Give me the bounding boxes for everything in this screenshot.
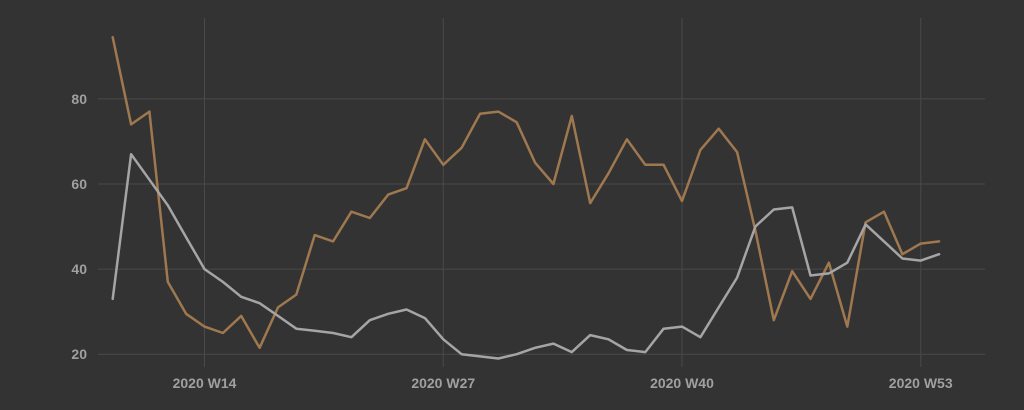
series-line-2: [111, 152, 941, 360]
x-tick-label: 2020 W40: [650, 375, 714, 391]
y-tick-label: 60: [71, 176, 87, 192]
y-tick-label: 20: [71, 346, 87, 362]
series-line-1: [111, 35, 941, 350]
axis-labels: 20 40 60 80 2020 W14 2020 W27 2020 W40 2020 W53: [71, 91, 952, 391]
y-tick-label: 80: [71, 91, 87, 107]
grid-layer: [98, 18, 985, 367]
x-tick-label: 2020 W27: [411, 375, 475, 391]
y-tick-label: 40: [71, 261, 87, 277]
x-tick-label: 2020 W53: [889, 375, 953, 391]
x-tick-label: 2020 W14: [173, 375, 237, 391]
series-layer: [111, 35, 941, 360]
